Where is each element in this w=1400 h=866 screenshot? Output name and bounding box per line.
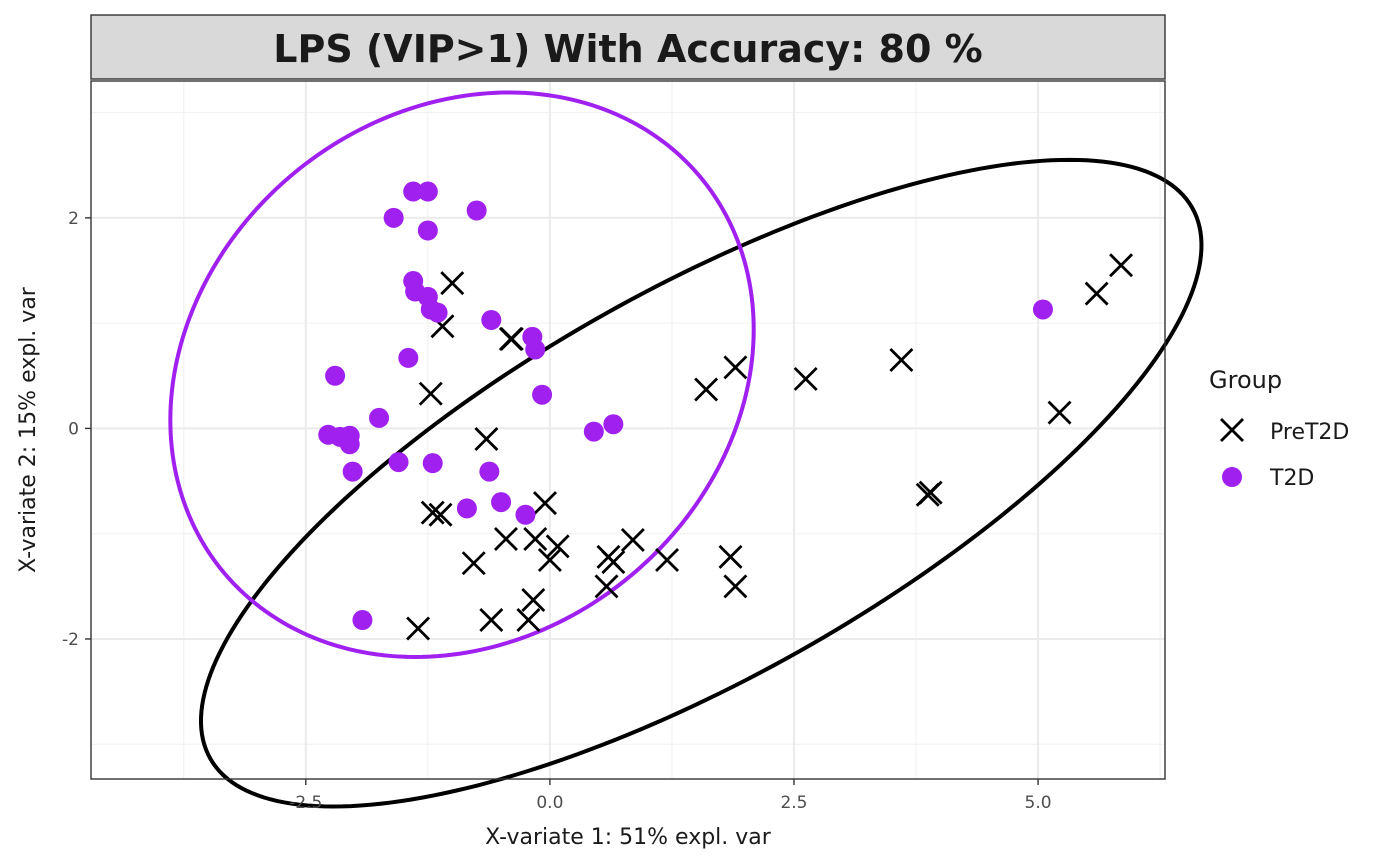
point-t2d bbox=[427, 302, 448, 323]
point-t2d bbox=[339, 434, 360, 455]
point-pret2d bbox=[718, 544, 743, 569]
point-t2d bbox=[466, 200, 487, 221]
point-t2d bbox=[325, 365, 346, 386]
point-t2d bbox=[491, 492, 512, 513]
point-t2d bbox=[417, 181, 438, 202]
point-pret2d bbox=[1084, 281, 1109, 306]
point-pret2d bbox=[523, 526, 548, 551]
x-tick-label: 0.0 bbox=[536, 793, 563, 813]
title-strip bbox=[90, 14, 1166, 80]
point-pret2d bbox=[499, 326, 524, 351]
point-t2d bbox=[383, 207, 404, 228]
point-t2d bbox=[456, 498, 477, 519]
panel-border bbox=[90, 80, 1166, 780]
point-pret2d bbox=[889, 347, 914, 372]
legend: Group PreT2D T2D bbox=[1209, 366, 1349, 491]
data-points bbox=[318, 181, 1134, 641]
point-pret2d bbox=[1047, 400, 1072, 425]
x-tick-label: -2.5 bbox=[289, 793, 322, 813]
point-pret2d bbox=[474, 426, 499, 451]
point-pret2d bbox=[655, 548, 680, 573]
point-t2d bbox=[525, 339, 546, 360]
point-t2d bbox=[342, 461, 363, 482]
point-t2d bbox=[417, 220, 438, 241]
point-t2d bbox=[1032, 299, 1053, 320]
point-pret2d bbox=[428, 502, 453, 527]
chart-title: LPS (VIP>1) With Accuracy: 80 % bbox=[273, 27, 983, 71]
point-t2d bbox=[388, 452, 409, 473]
point-pret2d bbox=[723, 355, 748, 380]
plot-panel bbox=[91, 81, 1165, 779]
legend-key-t2d-icon bbox=[1222, 467, 1242, 487]
point-t2d bbox=[479, 461, 500, 482]
x-axis-title: X-variate 1: 51% expl. var bbox=[485, 825, 772, 850]
y-tick-label: 2 bbox=[68, 209, 79, 229]
point-pret2d bbox=[1109, 253, 1134, 278]
point-t2d bbox=[352, 610, 373, 631]
point-pret2d bbox=[694, 377, 719, 402]
point-pret2d bbox=[537, 548, 562, 573]
point-pret2d bbox=[479, 608, 504, 633]
point-t2d bbox=[422, 453, 443, 474]
legend-key-pret2d-icon bbox=[1220, 418, 1244, 442]
y-tick-label: 0 bbox=[68, 419, 79, 439]
point-pret2d bbox=[406, 616, 431, 641]
ellipse-pret2d bbox=[198, 157, 1204, 809]
ellipse-t2d bbox=[168, 90, 756, 659]
axis-ticks: -2.5 0.0 2.5 5.0 -2 0 2 bbox=[62, 209, 1052, 813]
legend-label-t2d: T2D bbox=[1269, 466, 1314, 491]
point-t2d bbox=[369, 407, 390, 428]
point-pret2d bbox=[440, 271, 465, 296]
point-t2d bbox=[583, 421, 604, 442]
point-pret2d bbox=[545, 534, 570, 559]
point-t2d bbox=[603, 414, 624, 435]
y-axis-title: X-variate 2: 15% expl. var bbox=[16, 286, 41, 573]
point-t2d bbox=[515, 504, 536, 525]
point-t2d bbox=[481, 309, 502, 330]
point-pret2d bbox=[521, 588, 546, 613]
confidence-ellipses bbox=[168, 90, 1204, 809]
x-tick-label: 5.0 bbox=[1025, 793, 1052, 813]
point-pret2d bbox=[793, 366, 818, 391]
point-pret2d bbox=[533, 491, 557, 516]
point-t2d bbox=[403, 181, 424, 202]
point-t2d bbox=[532, 384, 553, 405]
legend-label-pret2d: PreT2D bbox=[1270, 420, 1349, 445]
grid-lines bbox=[91, 81, 1165, 779]
point-pret2d bbox=[418, 381, 443, 406]
point-t2d bbox=[398, 347, 419, 368]
point-pret2d bbox=[594, 574, 619, 599]
legend-title: Group bbox=[1209, 366, 1282, 394]
point-pret2d bbox=[516, 608, 541, 633]
point-pret2d bbox=[596, 544, 621, 569]
point-pret2d bbox=[493, 526, 518, 551]
point-pret2d bbox=[723, 574, 748, 599]
point-pret2d bbox=[918, 480, 943, 505]
y-tick-label: -2 bbox=[62, 630, 79, 650]
point-pret2d bbox=[461, 551, 486, 576]
x-tick-label: 2.5 bbox=[780, 793, 807, 813]
point-pret2d bbox=[620, 528, 645, 553]
point-pret2d bbox=[420, 500, 445, 525]
